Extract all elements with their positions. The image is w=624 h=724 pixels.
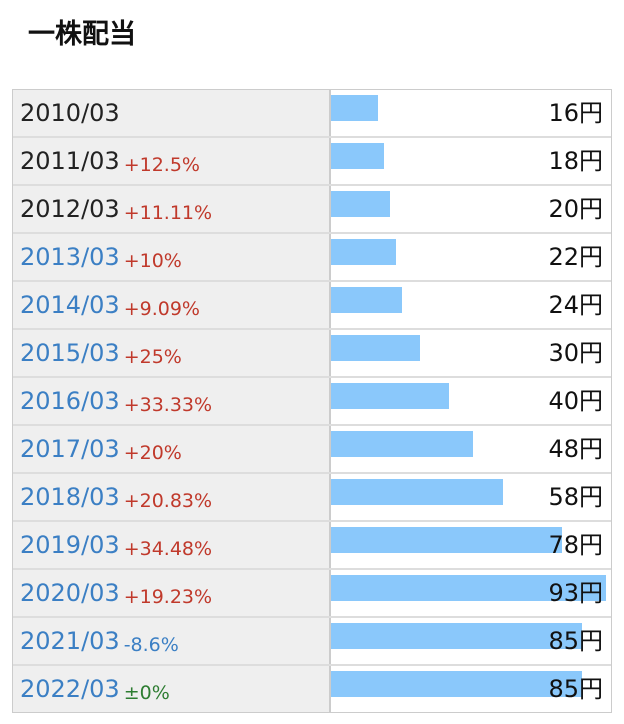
value-label: 85円	[548, 627, 603, 655]
change-label: +33.33%	[123, 394, 213, 416]
value-cell: 30円	[331, 330, 611, 376]
table-row: 2013/03 +10% 22円	[13, 234, 611, 282]
change-label: +10%	[123, 250, 182, 272]
bar	[331, 671, 583, 697]
value-cell: 48円	[331, 426, 611, 472]
value-cell: 40円	[331, 378, 611, 424]
bar	[331, 191, 391, 217]
bar	[331, 335, 420, 361]
year-label: 2012/03	[20, 195, 120, 223]
value-label: 16円	[548, 99, 603, 127]
year-label[interactable]: 2015/03	[20, 339, 120, 367]
bar	[331, 623, 583, 649]
change-label: ±0%	[123, 682, 170, 704]
value-label: 40円	[548, 387, 603, 415]
year-label[interactable]: 2020/03	[20, 579, 120, 607]
table-row: 2017/03 +20% 48円	[13, 426, 611, 474]
year-label[interactable]: 2018/03	[20, 483, 120, 511]
value-label: 24円	[548, 291, 603, 319]
year-label[interactable]: 2017/03	[20, 435, 120, 463]
value-label: 58円	[548, 483, 603, 511]
value-cell: 93円	[331, 570, 611, 616]
change-label: +34.48%	[123, 538, 213, 560]
value-cell: 22円	[331, 234, 611, 280]
value-cell: 20円	[331, 186, 611, 232]
label-cell: 2017/03 +20%	[13, 426, 331, 472]
value-label: 30円	[548, 339, 603, 367]
table-row: 2014/03 +9.09% 24円	[13, 282, 611, 330]
change-label: +20.83%	[123, 490, 213, 512]
bar	[331, 575, 606, 601]
value-label: 18円	[548, 147, 603, 175]
value-label: 22円	[548, 243, 603, 271]
change-label: +20%	[123, 442, 182, 464]
table-row: 2012/03 +11.11% 20円	[13, 186, 611, 234]
year-label: 2011/03	[20, 147, 120, 175]
value-cell: 18円	[331, 138, 611, 184]
value-label: 20円	[548, 195, 603, 223]
value-cell: 85円	[331, 666, 611, 712]
value-cell: 58円	[331, 474, 611, 520]
title: 一株配当	[28, 19, 136, 50]
label-cell: 2022/03 ±0%	[13, 666, 331, 712]
bar	[331, 287, 402, 313]
change-label: +11.11%	[123, 202, 213, 224]
change-label: +12.5%	[123, 154, 200, 176]
bar	[331, 527, 562, 553]
label-cell: 2016/03 +33.33%	[13, 378, 331, 424]
table-row: 2021/03 -8.6% 85円	[13, 618, 611, 666]
table-row: 2018/03 +20.83% 58円	[13, 474, 611, 522]
change-label: +25%	[123, 346, 182, 368]
change-label: -8.6%	[123, 634, 179, 656]
label-cell: 2018/03 +20.83%	[13, 474, 331, 520]
bar	[331, 239, 397, 265]
label-cell: 2012/03 +11.11%	[13, 186, 331, 232]
value-label: 85円	[548, 675, 603, 703]
table-row: 2016/03 +33.33% 40円	[13, 378, 611, 426]
table-row: 2022/03 ±0% 85円	[13, 666, 611, 712]
label-cell: 2015/03 +25%	[13, 330, 331, 376]
year-label[interactable]: 2013/03	[20, 243, 120, 271]
year-label: 2010/03	[20, 99, 120, 127]
table-row: 2020/03 +19.23% 93円	[13, 570, 611, 618]
value-cell: 16円	[331, 90, 611, 136]
year-label[interactable]: 2016/03	[20, 387, 120, 415]
bar	[331, 383, 450, 409]
table-row: 2010/03 16円	[13, 90, 611, 138]
table-row: 2015/03 +25% 30円	[13, 330, 611, 378]
label-cell: 2011/03 +12.5%	[13, 138, 331, 184]
label-cell: 2020/03 +19.23%	[13, 570, 331, 616]
label-cell: 2021/03 -8.6%	[13, 618, 331, 664]
value-cell: 78円	[331, 522, 611, 568]
table-row: 2019/03 +34.48% 78円	[13, 522, 611, 570]
change-label: +19.23%	[123, 586, 213, 608]
table-row: 2011/03 +12.5% 18円	[13, 138, 611, 186]
value-cell: 85円	[331, 618, 611, 664]
year-label[interactable]: 2022/03	[20, 675, 120, 703]
value-cell: 24円	[331, 282, 611, 328]
year-label[interactable]: 2021/03	[20, 627, 120, 655]
label-cell: 2013/03 +10%	[13, 234, 331, 280]
value-label: 93円	[548, 579, 603, 607]
year-label[interactable]: 2019/03	[20, 531, 120, 559]
year-label[interactable]: 2014/03	[20, 291, 120, 319]
label-cell: 2010/03	[13, 90, 331, 136]
label-cell: 2014/03 +9.09%	[13, 282, 331, 328]
value-label: 78円	[548, 531, 603, 559]
bar	[331, 143, 385, 169]
change-label: +9.09%	[123, 298, 200, 320]
value-label: 48円	[548, 435, 603, 463]
bar	[331, 479, 503, 505]
bar	[331, 95, 379, 121]
dividend-table: 2010/03 16円 2011/03 +12.5% 18円 2012/03 +11.11%…	[12, 89, 612, 713]
bar	[331, 431, 473, 457]
label-cell: 2019/03 +34.48%	[13, 522, 331, 568]
